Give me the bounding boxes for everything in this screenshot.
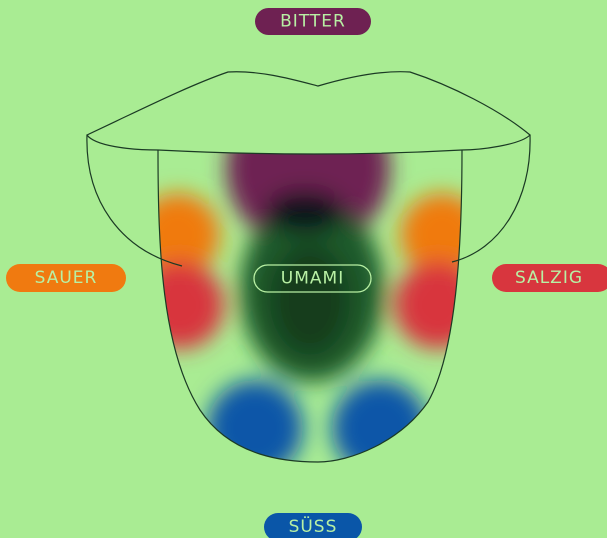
label-salzig: SALZIG bbox=[492, 264, 607, 292]
tongue-diagram: BITTER SAUER UMAMI SALZIG SÜSS bbox=[0, 0, 607, 538]
taste-label: SÜSS bbox=[289, 515, 338, 537]
taste-label: UMAMI bbox=[281, 269, 344, 289]
taste-label: SALZIG bbox=[515, 268, 583, 288]
taste-label: SAUER bbox=[35, 268, 98, 288]
label-bitter: BITTER bbox=[255, 8, 371, 35]
label-suess: SÜSS bbox=[264, 513, 362, 538]
label-sauer: SAUER bbox=[6, 264, 126, 292]
taste-label: BITTER bbox=[280, 12, 346, 32]
